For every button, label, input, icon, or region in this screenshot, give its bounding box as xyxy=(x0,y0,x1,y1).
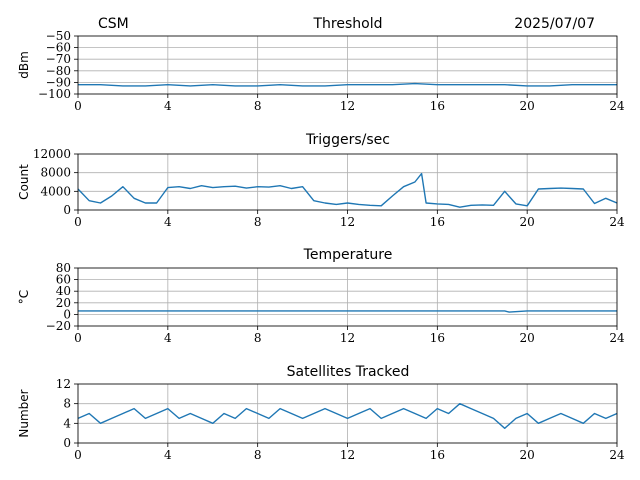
x-tick-label: 12 xyxy=(340,448,355,462)
x-tick-label: 24 xyxy=(609,331,625,345)
y-tick-label: 12000 xyxy=(33,147,71,161)
x-tick-label: 16 xyxy=(430,215,445,229)
y-axis-label: Number xyxy=(17,389,31,437)
y-tick-label: −90 xyxy=(46,75,71,89)
y-tick-label: −80 xyxy=(46,64,71,78)
x-tick-label: 20 xyxy=(520,99,535,113)
x-tick-label: 12 xyxy=(340,331,355,345)
x-tick-label: 0 xyxy=(74,215,82,229)
series-line xyxy=(78,310,617,313)
series-line xyxy=(77,403,618,429)
x-tick-label: 8 xyxy=(254,99,262,113)
x-tick-label: 8 xyxy=(254,331,262,345)
chart-title: Temperature xyxy=(303,247,393,263)
y-tick-label: −20 xyxy=(46,319,71,333)
x-tick-label: 0 xyxy=(74,99,82,113)
x-tick-label: 8 xyxy=(254,448,262,462)
y-tick-label: 60 xyxy=(56,273,71,287)
y-tick-label: −70 xyxy=(46,52,71,66)
y-tick-label: −60 xyxy=(46,41,71,55)
x-tick-label: 12 xyxy=(340,215,355,229)
y-tick-label: 8000 xyxy=(40,166,71,180)
y-tick-label: −50 xyxy=(46,29,71,43)
x-tick-label: 16 xyxy=(430,448,445,462)
x-tick-label: 4 xyxy=(164,448,172,462)
y-tick-label: 4 xyxy=(63,416,71,430)
series-line xyxy=(77,172,618,208)
x-tick-label: 20 xyxy=(520,331,535,345)
y-axis-label: dBm xyxy=(17,51,31,79)
x-tick-label: 24 xyxy=(609,448,625,462)
x-tick-label: 20 xyxy=(520,448,535,462)
triggers-panel: Triggers/sec 0 4 8 12 16 20 24 12000 8000 4000 0 Cou… xyxy=(17,132,625,229)
satellites-panel: Satellites Tracked 0 4 8 12 16 20 24 12 8 4 0 Number xyxy=(17,364,625,462)
y-tick-label: 20 xyxy=(56,296,71,310)
chart-title: Threshold xyxy=(313,16,383,32)
y-tick-label: 80 xyxy=(56,261,71,275)
x-tick-label: 4 xyxy=(164,331,172,345)
y-tick-label: 0 xyxy=(63,436,71,450)
y-tick-label: 0 xyxy=(63,203,71,217)
x-tick-label: 0 xyxy=(74,331,82,345)
y-axis-label: Count xyxy=(17,164,31,200)
y-tick-label: 40 xyxy=(56,284,71,298)
x-tick-label: 0 xyxy=(74,448,82,462)
y-tick-label: 12 xyxy=(56,377,71,391)
header-left-label: CSM xyxy=(98,16,129,32)
threshold-panel: Threshold 0 4 8 12 16 20 24 −50−60−70−80−90−100 d… xyxy=(17,16,625,113)
x-tick-label: 24 xyxy=(609,215,625,229)
y-tick-label: 0 xyxy=(63,307,71,321)
header-date-label: 2025/07/07 xyxy=(514,16,595,32)
series-line xyxy=(78,82,617,87)
y-tick-label: 8 xyxy=(63,397,71,411)
x-tick-label: 24 xyxy=(609,99,625,113)
chart-title: Satellites Tracked xyxy=(287,364,410,380)
x-tick-label: 16 xyxy=(430,99,445,113)
x-tick-label: 8 xyxy=(254,215,262,229)
x-tick-label: 16 xyxy=(430,331,445,345)
x-tick-label: 4 xyxy=(164,99,172,113)
x-tick-label: 20 xyxy=(520,215,535,229)
y-tick-label: −100 xyxy=(38,87,71,101)
chart-title: Triggers/sec xyxy=(305,132,390,148)
y-tick-label: 4000 xyxy=(40,184,71,198)
x-tick-label: 4 xyxy=(164,215,172,229)
x-tick-label: 12 xyxy=(340,99,355,113)
y-axis-label: °C xyxy=(17,290,31,304)
